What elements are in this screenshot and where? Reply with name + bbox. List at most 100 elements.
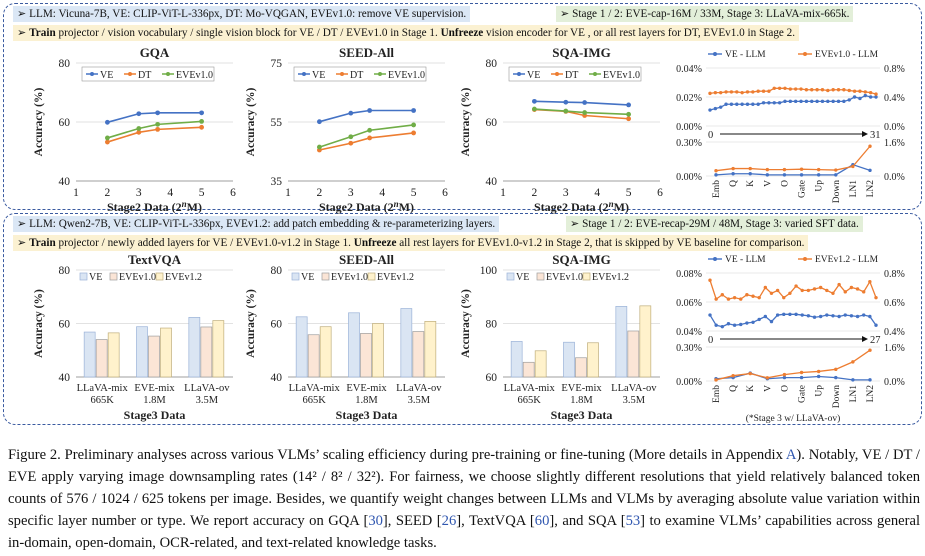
bar-VE bbox=[563, 341, 575, 378]
series-line-EVEv1.0 bbox=[319, 124, 414, 148]
data-point-VE - LLM bbox=[799, 173, 804, 177]
x-tick-label: LN1 bbox=[849, 180, 859, 198]
y-left-tick: 0.08% bbox=[676, 269, 702, 280]
data-point-EVEv1.2 - LLM bbox=[769, 291, 774, 295]
y-right-tick: 0.4% bbox=[884, 327, 905, 338]
x-tick-label: Gate bbox=[798, 180, 808, 198]
legend-swatch-VE bbox=[506, 272, 515, 281]
series-line-EVEv1.0 - LLM bbox=[715, 145, 871, 172]
x-tick-label: 2 bbox=[317, 187, 323, 199]
legend-swatch-VE bbox=[291, 272, 300, 281]
data-point-EVEv1.0 - LLM bbox=[858, 89, 862, 93]
legend-marker-EVEv1.2 - LLM bbox=[803, 257, 807, 261]
data-point-EVEv1.0 - LLM bbox=[751, 90, 755, 94]
x-axis-label: Stage3 Data bbox=[124, 408, 186, 422]
y-right-tick: 1.6% bbox=[884, 343, 905, 354]
data-point-EVEv1.2 - LLM bbox=[849, 285, 854, 290]
data-point-VE - LLM bbox=[767, 101, 771, 105]
chart-title: SQA-IMG bbox=[552, 45, 611, 60]
x-tick-label: 1.8M bbox=[570, 395, 593, 406]
legend-marker-EVEv1.0 bbox=[593, 72, 597, 76]
x-tick-label: K bbox=[746, 385, 756, 392]
data-point-VE - LLM bbox=[834, 375, 838, 380]
data-point-EVEv1.0 - LLM bbox=[788, 87, 793, 91]
data-point-VE bbox=[532, 98, 537, 104]
data-point-VE - LLM bbox=[732, 323, 737, 327]
y-tick-label: 80 bbox=[59, 58, 71, 70]
x-tick-label: Gate bbox=[798, 385, 808, 403]
legend-label: VE bbox=[312, 70, 325, 81]
gqa-line-chart: GQA 40 60 80 1 2 3 4 5 6 VE DT EVEv1.0 Accuracy (%) St… bbox=[33, 45, 236, 214]
x-tick-label: Up bbox=[815, 385, 825, 397]
data-point-EVEv1.0 - LLM bbox=[713, 90, 718, 95]
data-point-EVEv1.2 - LLM bbox=[714, 297, 718, 301]
bar-VE bbox=[400, 308, 413, 378]
data-point-EVEv1.2 - LLM bbox=[799, 370, 804, 375]
data-point-VE - LLM bbox=[769, 319, 774, 324]
data-point-EVEv1.0 - LLM bbox=[772, 86, 776, 90]
data-point-VE - LLM bbox=[745, 102, 750, 106]
data-point-VE - LLM bbox=[720, 324, 724, 329]
data-point-VE - LLM bbox=[714, 323, 718, 327]
legend-label: VE bbox=[100, 70, 113, 81]
x-tick-label: 1.8M bbox=[355, 395, 378, 406]
bar-EVEv1.2 bbox=[160, 327, 172, 378]
x-tick-label: 3.5M bbox=[408, 395, 431, 406]
data-point-VE - LLM bbox=[714, 173, 718, 177]
data-point-EVEv1.0 - LLM bbox=[868, 90, 873, 95]
data-point-EVEv1.0 - LLM bbox=[708, 91, 712, 96]
data-point-VE bbox=[199, 110, 205, 116]
data-point-EVEv1.0 bbox=[317, 144, 322, 150]
y-tick-label: 60 bbox=[59, 319, 71, 331]
data-point-EVEv1.0 - LLM bbox=[793, 87, 798, 91]
x-tick-label: O bbox=[780, 180, 790, 187]
bar-VE bbox=[510, 341, 523, 378]
y-left-tick: 0.00% bbox=[676, 377, 702, 388]
bar-VE bbox=[83, 331, 96, 378]
y-tick-label: 60 bbox=[486, 372, 498, 384]
data-point-EVEv1.0 - LLM bbox=[761, 89, 766, 93]
legend-swatch-EVEv1.0 bbox=[321, 272, 330, 281]
data-point-VE - LLM bbox=[719, 105, 723, 109]
data-point-VE - LLM bbox=[708, 313, 712, 317]
data-point-EVEv1.2 - LLM bbox=[782, 372, 787, 377]
y-left-tick: 0.00% bbox=[676, 172, 702, 183]
data-point-VE - LLM bbox=[751, 320, 755, 324]
y-left-tick: 0.02% bbox=[676, 93, 702, 104]
data-point-EVEv1.0 bbox=[563, 108, 569, 114]
data-point-VE - LLM bbox=[739, 322, 743, 327]
bar-EVEv1.2 bbox=[107, 332, 120, 378]
y-left-tick: 0.00% bbox=[676, 122, 702, 133]
data-point-EVEv1.0 - LLM bbox=[820, 88, 825, 92]
data-point-VE - LLM bbox=[843, 313, 847, 317]
data-point-DT bbox=[348, 140, 354, 146]
data-point-VE - LLM bbox=[748, 172, 752, 176]
bar-EVEv1.2 bbox=[639, 305, 652, 378]
data-point-EVEv1.2 - LLM bbox=[816, 369, 821, 374]
data-point-VE - LLM bbox=[782, 312, 786, 317]
x-tick-label: 6 bbox=[230, 187, 236, 199]
legend-label: EVEv1.0 bbox=[546, 272, 583, 283]
y-right-tick: 0.0% bbox=[884, 172, 905, 183]
bar-EVEv1.0 bbox=[627, 330, 640, 378]
legend-marker-DT bbox=[340, 72, 344, 76]
series-line-VE bbox=[534, 100, 629, 106]
data-point-EVEv1.0 - LLM bbox=[810, 88, 814, 92]
series-line-EVEv1.0 - LLM bbox=[709, 87, 877, 95]
legend-label: EVEv1.0 - LLM bbox=[815, 50, 879, 60]
series-line-VE bbox=[107, 112, 202, 124]
data-point-VE - LLM bbox=[783, 99, 787, 104]
data-point-EVEv1.0 - LLM bbox=[799, 167, 804, 171]
legend-label: VE bbox=[516, 272, 529, 283]
data-point-VE - LLM bbox=[874, 95, 878, 99]
y-tick-label: 80 bbox=[486, 58, 498, 70]
data-point-EVEv1.0 - LLM bbox=[834, 168, 838, 172]
bar-EVEv1.2 bbox=[319, 326, 332, 378]
data-point-VE - LLM bbox=[816, 374, 821, 379]
series-line-VE - LLM bbox=[709, 313, 877, 328]
data-point-EVEv1.0 bbox=[626, 111, 631, 117]
sqa-line-chart: SQA-IMG 40 60 80 1 2 3 4 5 6 VE DT EVEv1.0 Accuracy (… bbox=[460, 45, 663, 214]
data-point-VE - LLM bbox=[788, 99, 793, 104]
data-point-VE - LLM bbox=[874, 323, 878, 327]
y-left-tick: 0.30% bbox=[676, 343, 702, 354]
